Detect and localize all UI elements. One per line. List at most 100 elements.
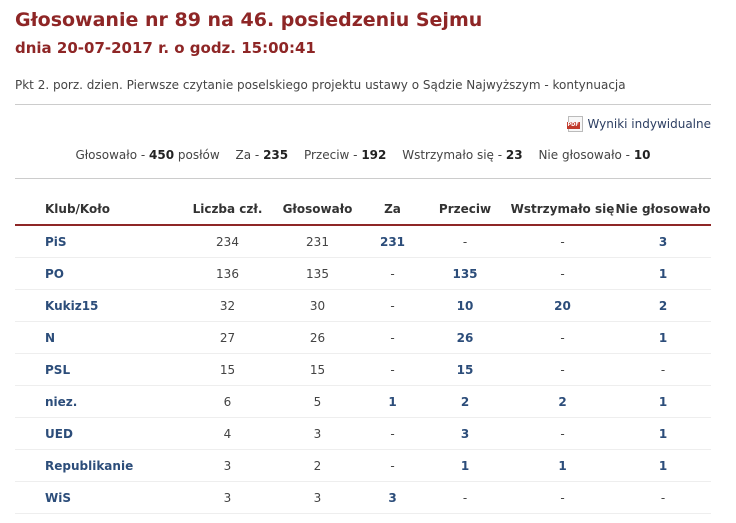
cell-przeciw: 3 <box>420 417 510 450</box>
table-row: PiS 234 231 231 - - 3 <box>15 225 711 258</box>
club-link[interactable]: niez. <box>45 394 78 409</box>
club-link[interactable]: WiS <box>45 490 71 505</box>
cell-members: 32 <box>185 289 270 322</box>
cell-wstrzymalo: - <box>510 257 615 290</box>
value-nie[interactable]: 1 <box>658 330 668 345</box>
club-cell: UED <box>15 417 185 450</box>
value-voted: 26 <box>309 330 326 345</box>
cell-za: 1 <box>365 385 420 418</box>
cell-members: 27 <box>185 321 270 354</box>
club-link[interactable]: UED <box>45 426 73 441</box>
value-za: - <box>390 266 395 281</box>
individual-results-link[interactable]: PDF Wyniki indywidualne <box>566 116 711 132</box>
value-za: - <box>390 362 395 377</box>
value-za[interactable]: 3 <box>388 490 397 505</box>
value-nie[interactable]: 3 <box>658 234 668 249</box>
value-wstrzymalo: - <box>560 266 565 281</box>
cell-nie: - <box>615 353 711 386</box>
value-voted: 5 <box>313 394 322 409</box>
value-voted: 30 <box>309 298 326 313</box>
value-wstrzymalo: - <box>560 362 565 377</box>
cell-members: 3 <box>185 481 270 514</box>
cell-przeciw: 15 <box>420 353 510 386</box>
value-przeciw: - <box>462 490 468 505</box>
value-nie[interactable]: 2 <box>658 298 668 313</box>
value-members: 27 <box>219 330 236 345</box>
club-link[interactable]: Kukiz15 <box>45 298 99 313</box>
table-row: niez. 6 5 1 2 2 1 <box>15 385 711 418</box>
club-cell: WiS <box>15 481 185 514</box>
value-nie: - <box>660 490 666 505</box>
cell-wstrzymalo: - <box>510 225 615 258</box>
value-za: - <box>390 330 395 345</box>
club-link[interactable]: PSL <box>45 362 71 377</box>
value-przeciw[interactable]: 2 <box>460 394 470 409</box>
cell-nie: 1 <box>615 449 711 482</box>
summary-voted: Głosowało - 450 posłów <box>75 148 220 162</box>
club-cell: Republikanie <box>15 449 185 482</box>
value-nie[interactable]: 1 <box>658 266 668 281</box>
value-przeciw[interactable]: 26 <box>456 330 474 345</box>
vote-datetime: dnia 20-07-2017 r. o godz. 15:00:41 <box>15 39 316 57</box>
cell-wstrzymalo: 1 <box>510 449 615 482</box>
value-przeciw[interactable]: 10 <box>456 298 474 313</box>
value-voted: 15 <box>309 362 326 377</box>
club-cell: niez. <box>15 385 185 418</box>
cell-za: - <box>365 289 420 322</box>
value-wstrzymalo: - <box>560 330 565 345</box>
value-przeciw: - <box>462 234 468 249</box>
cell-voted: 231 <box>270 225 365 258</box>
club-link[interactable]: PO <box>45 266 64 281</box>
summary-wstrzymalo: Wstrzymało się - 23 <box>402 148 523 162</box>
club-cell: PSL <box>15 353 185 386</box>
value-za[interactable]: 1 <box>388 394 397 409</box>
table-row: Republikanie 3 2 - 1 1 1 <box>15 449 711 482</box>
club-link[interactable]: PiS <box>45 234 67 249</box>
cell-za: 3 <box>365 481 420 514</box>
cell-nie: 2 <box>615 289 711 322</box>
cell-przeciw: 2 <box>420 385 510 418</box>
club-cell: Kukiz15 <box>15 289 185 322</box>
value-przeciw[interactable]: 15 <box>456 362 474 377</box>
cell-voted: 135 <box>270 257 365 290</box>
value-members: 32 <box>219 298 236 313</box>
value-wstrzymalo: - <box>560 490 565 505</box>
cell-members: 4 <box>185 417 270 450</box>
cell-wstrzymalo: - <box>510 321 615 354</box>
cell-za: 231 <box>365 225 420 258</box>
value-nie[interactable]: 1 <box>658 394 668 409</box>
cell-za: - <box>365 353 420 386</box>
value-przeciw[interactable]: 1 <box>460 458 470 473</box>
header-members: Liczba czł. <box>185 193 270 226</box>
value-members: 6 <box>223 394 232 409</box>
cell-przeciw: 1 <box>420 449 510 482</box>
club-link[interactable]: Republikanie <box>45 458 134 473</box>
cell-voted: 30 <box>270 289 365 322</box>
value-members: 3 <box>223 458 232 473</box>
value-nie: - <box>660 362 666 377</box>
header-za: Za <box>365 193 420 226</box>
cell-wstrzymalo: 2 <box>510 385 615 418</box>
cell-voted: 5 <box>270 385 365 418</box>
cell-voted: 3 <box>270 417 365 450</box>
value-za[interactable]: 231 <box>379 234 406 249</box>
value-members: 15 <box>219 362 236 377</box>
cell-nie: 3 <box>615 225 711 258</box>
value-wstrzymalo[interactable]: 2 <box>558 394 567 409</box>
cell-voted: 15 <box>270 353 365 386</box>
value-przeciw[interactable]: 135 <box>452 266 478 281</box>
cell-wstrzymalo: 20 <box>510 289 615 322</box>
club-link[interactable]: N <box>45 330 56 345</box>
cell-przeciw: 10 <box>420 289 510 322</box>
table-row: PO 136 135 - 135 - 1 <box>15 257 711 290</box>
value-nie[interactable]: 1 <box>658 458 668 473</box>
value-przeciw[interactable]: 3 <box>460 426 470 441</box>
value-wstrzymalo[interactable]: 1 <box>558 458 567 473</box>
table-row: UED 4 3 - 3 - 1 <box>15 417 711 450</box>
value-wstrzymalo[interactable]: 20 <box>554 298 571 313</box>
vote-summary: Głosowało - 450 posłów Za - 235 Przeciw … <box>15 148 711 162</box>
value-nie[interactable]: 1 <box>658 426 668 441</box>
value-wstrzymalo: - <box>560 234 565 249</box>
table-row: PSL 15 15 - 15 - - <box>15 353 711 386</box>
value-members: 234 <box>216 234 239 249</box>
